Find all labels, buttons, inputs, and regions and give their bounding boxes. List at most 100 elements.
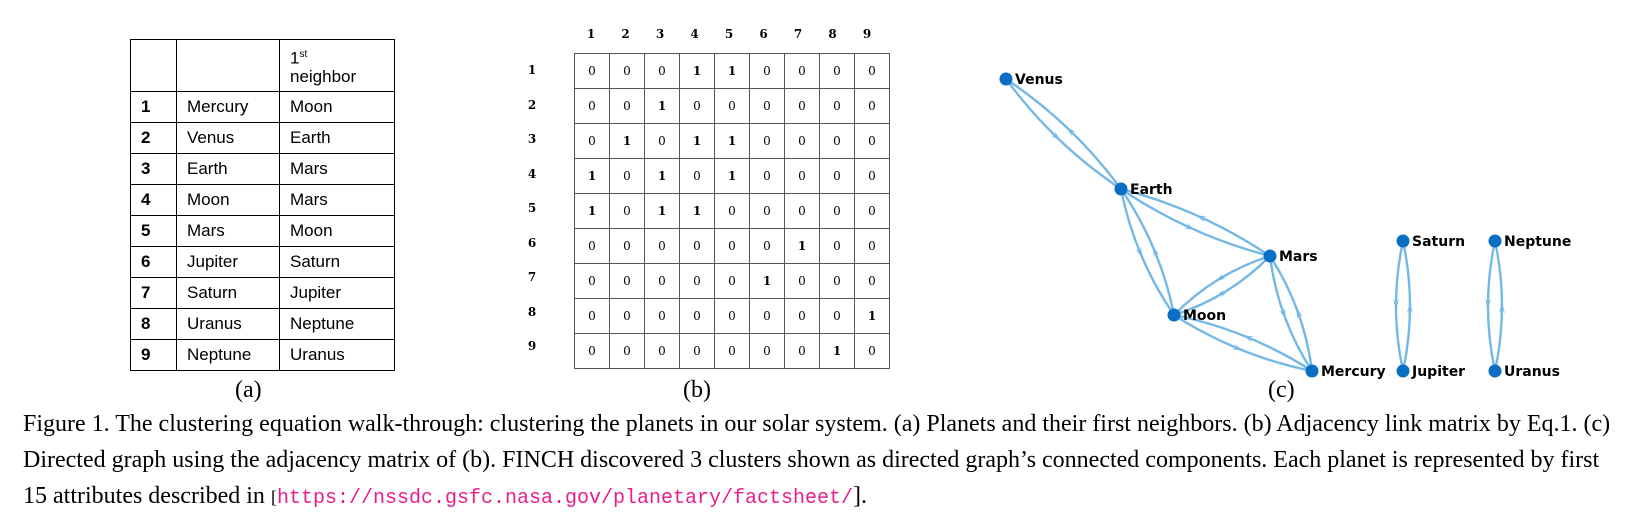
row-planet-cell: Jupiter	[176, 246, 280, 278]
row-planet-cell: Uranus	[176, 308, 280, 340]
matrix-cell: 0	[784, 158, 820, 194]
caption-url-open: [	[270, 487, 277, 507]
matrix-cell: 0	[854, 333, 890, 369]
matrix-row-header: 5	[527, 201, 537, 215]
graph-edge-earth-to-venus	[1005, 78, 1122, 190]
graph-arrowhead	[1242, 335, 1255, 343]
matrix-cell: 0	[819, 123, 855, 159]
graph-arrowhead	[1217, 289, 1229, 298]
graph-node-label: Uranus	[1504, 364, 1560, 380]
graph-arrowhead	[1066, 126, 1077, 137]
graph-node-label: Mercury	[1321, 364, 1386, 380]
matrix-cell: 0	[784, 193, 820, 229]
row-neighbor-cell: Earth	[279, 122, 395, 154]
graph-edge-neptune-to-uranus	[1486, 240, 1497, 372]
matrix-cell: 0	[784, 333, 820, 369]
graph-edge-mars-to-moon	[1173, 254, 1271, 316]
matrix-row-header: 4	[527, 166, 537, 181]
matrix-cell: 0	[854, 158, 890, 194]
matrix-cell: 0	[574, 333, 610, 369]
matrix-col-header: 2	[621, 27, 630, 41]
table-row: 2 Venus Earth	[130, 122, 395, 154]
graph-node-uranus	[1488, 364, 1502, 378]
graph-edge-venus-to-earth	[1005, 78, 1122, 190]
table-row: 7 Saturn Jupiter	[130, 277, 395, 309]
table-row: 1 Mercury Moon	[130, 91, 395, 123]
matrix-cell: 1	[644, 88, 680, 124]
matrix-cell: 0	[609, 193, 645, 229]
matrix-cell: 1	[679, 53, 715, 89]
matrix-col-header: 3	[655, 27, 665, 41]
graph-node-label: Saturn	[1412, 234, 1465, 250]
header-neighbor-word: neighbor	[290, 67, 357, 87]
graph-arrowhead	[1296, 307, 1304, 320]
graph-arrowhead	[1195, 214, 1208, 223]
matrix-cell: 0	[784, 88, 820, 124]
caption-url-link[interactable]: https://nssdc.gsfc.nasa.gov/planetary/fa…	[276, 487, 854, 510]
matrix-cell: 0	[679, 263, 715, 299]
matrix-col-header: 8	[828, 27, 837, 41]
graph-arrowhead	[1498, 302, 1505, 314]
graph-edge-moon-to-mars	[1173, 255, 1271, 317]
matrix-row-header: 9	[527, 339, 537, 353]
row-planet-cell: Venus	[176, 122, 280, 154]
graph-node-neptune	[1488, 234, 1502, 248]
matrix-cell: 0	[574, 298, 610, 334]
matrix-cell: 0	[574, 228, 610, 264]
matrix-row-header: 8	[527, 304, 537, 319]
matrix-cell: 0	[854, 88, 890, 124]
matrix-cell: 0	[819, 298, 855, 334]
row-planet-cell: Earth	[176, 153, 280, 185]
matrix-col-header: 6	[759, 27, 768, 41]
matrix-cell: 0	[749, 193, 785, 229]
caption-url-close: ].	[853, 483, 868, 509]
graph-edge-mars-to-earth	[1120, 187, 1271, 257]
matrix-cell: 0	[574, 123, 610, 159]
matrix-cell: 0	[679, 158, 715, 194]
matrix-row-header: 3	[527, 132, 537, 146]
graph-node-jupiter	[1396, 364, 1410, 378]
matrix-row-header: 7	[527, 270, 537, 284]
matrix-cell: 1	[854, 298, 890, 334]
neighbor-table: 1st neighbor 1 Mercury Moon 2 Venus Earth 3 Ear…	[130, 39, 395, 371]
graph-edge-jupiter-to-saturn	[1401, 240, 1412, 372]
matrix-cell: 0	[784, 123, 820, 159]
graph-arrowhead	[1135, 246, 1143, 258]
graph-node-venus	[999, 72, 1013, 86]
graph-node-label: Earth	[1130, 182, 1173, 198]
header-neighbor-sup: st	[299, 48, 308, 60]
row-planet-cell: Moon	[176, 184, 280, 216]
matrix-cell: 0	[819, 53, 855, 89]
row-neighbor-cell: Saturn	[279, 246, 395, 278]
graph-arrowhead	[1215, 273, 1227, 282]
graph-edge-earth-to-moon	[1119, 188, 1175, 316]
graph-node-mars	[1263, 249, 1277, 263]
graph-edge-saturn-to-jupiter	[1394, 240, 1405, 372]
matrix-cell: 0	[784, 53, 820, 89]
matrix-cell: 0	[784, 298, 820, 334]
graph-arrowhead	[1231, 343, 1244, 351]
matrix-col-header: 1	[586, 27, 596, 41]
graph-edge-mercury-to-mars	[1268, 255, 1314, 372]
row-planet-cell: Mercury	[176, 91, 280, 123]
graph-arrowhead	[1485, 298, 1492, 310]
table-row: 6 Jupiter Saturn	[130, 246, 395, 278]
graph-edge-moon-to-earth	[1120, 188, 1176, 316]
matrix-col-header: 5	[724, 27, 734, 41]
graph-node-mercury	[1305, 364, 1319, 378]
matrix-cell: 0	[714, 298, 750, 334]
graph-edge-earth-to-mars	[1120, 188, 1271, 258]
graph-arrowhead	[1050, 131, 1061, 142]
header-neighbor-cell: 1st neighbor	[279, 39, 395, 92]
header-neighbor-number: 1	[290, 48, 300, 68]
table-body: 1 Mercury Moon 2 Venus Earth 3 Earth Mars 4 Moon Ma…	[130, 91, 395, 371]
matrix-cell: 0	[749, 88, 785, 124]
matrix-col-header: 4	[690, 27, 699, 41]
graph-node-label: Neptune	[1504, 234, 1571, 250]
row-neighbor-cell: Uranus	[279, 339, 395, 371]
sublabel-c: (c)	[1268, 377, 1295, 403]
